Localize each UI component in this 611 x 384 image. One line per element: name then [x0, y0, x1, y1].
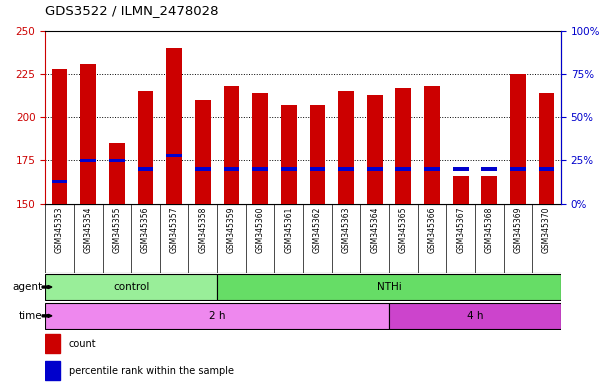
- Bar: [45, 303, 389, 329]
- Bar: [52, 69, 67, 204]
- Text: GSM345361: GSM345361: [284, 207, 293, 253]
- Bar: [453, 176, 469, 204]
- Text: GSM345358: GSM345358: [199, 207, 207, 253]
- Bar: [137, 91, 153, 204]
- Bar: [539, 93, 554, 204]
- Bar: [338, 91, 354, 204]
- Bar: [80, 159, 96, 162]
- Text: GSM345365: GSM345365: [399, 207, 408, 253]
- Text: GSM345354: GSM345354: [84, 207, 93, 253]
- Text: count: count: [68, 339, 97, 349]
- Text: GSM345353: GSM345353: [55, 207, 64, 253]
- Text: GSM345355: GSM345355: [112, 207, 122, 253]
- Bar: [109, 143, 125, 204]
- Bar: [481, 176, 497, 204]
- Bar: [395, 88, 411, 204]
- Bar: [539, 167, 554, 170]
- Bar: [281, 167, 296, 170]
- Bar: [395, 167, 411, 170]
- Text: 4 h: 4 h: [467, 311, 483, 321]
- Text: percentile rank within the sample: percentile rank within the sample: [68, 366, 234, 376]
- Bar: [109, 159, 125, 162]
- Bar: [224, 86, 240, 204]
- Bar: [195, 167, 211, 170]
- Text: GSM345359: GSM345359: [227, 207, 236, 253]
- Text: NTHi: NTHi: [376, 282, 401, 292]
- Bar: [45, 334, 60, 353]
- Text: GSM345370: GSM345370: [542, 207, 551, 253]
- Bar: [338, 167, 354, 170]
- Bar: [52, 179, 67, 183]
- Bar: [252, 167, 268, 170]
- Bar: [281, 105, 296, 204]
- Text: GSM345364: GSM345364: [370, 207, 379, 253]
- Text: GSM345366: GSM345366: [428, 207, 436, 253]
- Bar: [481, 167, 497, 170]
- Text: 2 h: 2 h: [209, 311, 225, 321]
- Bar: [45, 361, 60, 380]
- Text: GSM345369: GSM345369: [513, 207, 522, 253]
- Bar: [45, 274, 217, 300]
- Bar: [424, 86, 440, 204]
- Text: GSM345357: GSM345357: [170, 207, 178, 253]
- Text: GDS3522 / ILMN_2478028: GDS3522 / ILMN_2478028: [45, 4, 219, 17]
- Bar: [367, 167, 382, 170]
- Bar: [252, 93, 268, 204]
- Text: time: time: [18, 311, 42, 321]
- Bar: [310, 105, 325, 204]
- Bar: [80, 63, 96, 204]
- Text: GSM345367: GSM345367: [456, 207, 465, 253]
- Bar: [367, 94, 382, 204]
- Bar: [166, 48, 182, 204]
- Bar: [195, 100, 211, 204]
- Bar: [453, 167, 469, 170]
- Bar: [217, 274, 561, 300]
- Bar: [137, 167, 153, 170]
- Text: GSM345368: GSM345368: [485, 207, 494, 253]
- Text: control: control: [113, 282, 149, 292]
- Text: GSM345363: GSM345363: [342, 207, 351, 253]
- Text: GSM345356: GSM345356: [141, 207, 150, 253]
- Bar: [389, 303, 561, 329]
- Bar: [224, 167, 240, 170]
- Bar: [310, 167, 325, 170]
- Text: GSM345360: GSM345360: [255, 207, 265, 253]
- Text: GSM345362: GSM345362: [313, 207, 322, 253]
- Bar: [510, 74, 526, 204]
- Text: agent: agent: [12, 282, 42, 292]
- Bar: [166, 154, 182, 157]
- Bar: [424, 167, 440, 170]
- Bar: [510, 167, 526, 170]
